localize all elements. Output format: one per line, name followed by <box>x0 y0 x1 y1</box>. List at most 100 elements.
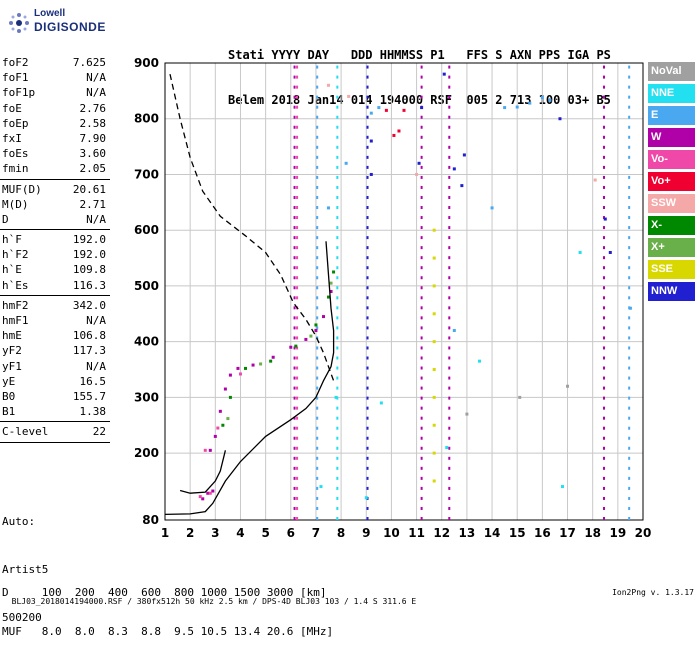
x-tick-label: 13 <box>459 526 476 540</box>
echo-band-dot <box>603 195 606 199</box>
echo-band-dot <box>296 296 299 300</box>
echo-band-dot <box>420 165 423 169</box>
echo-band-dot <box>420 65 423 69</box>
echo-point <box>211 489 215 493</box>
param-key: hmE <box>2 329 22 343</box>
param-row: fxI 7.90 <box>0 132 110 147</box>
echo-band-dot <box>336 125 339 129</box>
profile-curve <box>164 241 335 516</box>
echo-band-dot <box>448 155 451 159</box>
footer-version: Ion2Png v. 1.3.17 <box>612 588 694 597</box>
param-separator <box>0 178 110 183</box>
echo-point <box>216 426 220 430</box>
echo-band-dot <box>336 416 339 420</box>
param-value: 2.05 <box>79 162 107 176</box>
echo-band-dot <box>336 296 339 300</box>
echo-band-dot <box>448 517 451 520</box>
echo-band-dot <box>296 506 299 510</box>
echo-band-dot <box>366 236 369 240</box>
param-value: N/A <box>86 71 106 85</box>
echo-band-dot <box>336 226 339 230</box>
echo-band-dot <box>296 95 299 99</box>
echo-band-dot <box>336 366 339 370</box>
echo-band-dot <box>293 506 296 510</box>
x-tick-label: 18 <box>584 526 601 540</box>
echo-band-dot <box>316 216 319 220</box>
echo-band-dot <box>293 286 296 290</box>
echo-band-dot <box>296 476 299 480</box>
echo-band-dot <box>296 486 299 490</box>
echo-point <box>397 129 401 133</box>
echo-band-dot <box>628 165 631 169</box>
echo-band-dot <box>366 466 369 470</box>
param-value: 2.76 <box>79 101 107 115</box>
echo-point <box>432 368 436 372</box>
echo-band-dot <box>420 216 423 220</box>
echo-point <box>432 312 436 316</box>
echo-band-dot <box>296 266 299 270</box>
echo-band-dot <box>316 316 319 320</box>
echo-band-dot <box>420 336 423 340</box>
echo-point <box>628 306 632 310</box>
echo-band-dot <box>316 95 319 99</box>
echo-band-dot <box>293 517 296 520</box>
x-tick-label: 12 <box>433 526 450 540</box>
echo-band-dot <box>366 456 369 460</box>
echo-band-dot <box>628 396 631 400</box>
echo-band-dot <box>448 165 451 169</box>
echo-band-dot <box>336 356 339 360</box>
echo-band-dot <box>628 75 631 79</box>
echo-band-dot <box>448 346 451 350</box>
echo-band-dot <box>296 216 299 220</box>
echo-band-dot <box>336 216 339 220</box>
echo-band-dot <box>336 486 339 490</box>
echo-band-dot <box>296 236 299 240</box>
echo-band-dot <box>316 226 319 230</box>
echo-band-dot <box>603 175 606 179</box>
echo-band-dot <box>336 376 339 380</box>
echo-band-dot <box>448 436 451 440</box>
echo-band-dot <box>448 336 451 340</box>
echo-band-dot <box>603 356 606 360</box>
echo-band-dot <box>366 517 369 520</box>
y-tick-label: 800 <box>134 112 159 126</box>
echo-band-dot <box>628 496 631 500</box>
param-row: yE 16.5 <box>0 375 110 390</box>
echo-band-dot <box>366 105 369 109</box>
echo-band-dot <box>448 326 451 330</box>
param-key: B1 <box>2 405 16 419</box>
echo-point <box>221 423 225 427</box>
param-value: N/A <box>86 212 106 226</box>
echo-band-dot <box>336 346 339 350</box>
echo-band-dot <box>448 115 451 119</box>
echo-band-dot <box>316 406 319 410</box>
echo-band-dot <box>316 236 319 240</box>
echo-point <box>392 133 396 137</box>
echo-band-dot <box>628 517 631 520</box>
echo-band-dot <box>293 195 296 199</box>
echo-band-dot <box>336 476 339 480</box>
echo-band-dot <box>603 115 606 119</box>
echo-band-dot <box>628 185 631 189</box>
x-tick-label: 8 <box>337 526 345 540</box>
echo-band-dot <box>293 206 296 210</box>
x-tick-label: 3 <box>211 526 219 540</box>
echo-band-dot <box>603 336 606 340</box>
echo-band-dot <box>420 175 423 179</box>
x-tick-label: 15 <box>509 526 526 540</box>
echo-band-dot <box>293 246 296 250</box>
echo-band-dot <box>628 125 631 129</box>
echo-band-dot <box>366 376 369 380</box>
echo-point <box>432 256 436 260</box>
echo-band-dot <box>628 406 631 410</box>
echo-band-dot <box>336 446 339 450</box>
echo-band-dot <box>628 266 631 270</box>
echo-point <box>309 334 313 338</box>
echo-band-dot <box>420 517 423 520</box>
echo-band-dot <box>366 396 369 400</box>
param-row: B0 155.7 <box>0 390 110 405</box>
echo-band-dot <box>366 436 369 440</box>
echo-band-dot <box>366 115 369 119</box>
echo-point <box>432 395 436 399</box>
echo-band-dot <box>336 496 339 500</box>
